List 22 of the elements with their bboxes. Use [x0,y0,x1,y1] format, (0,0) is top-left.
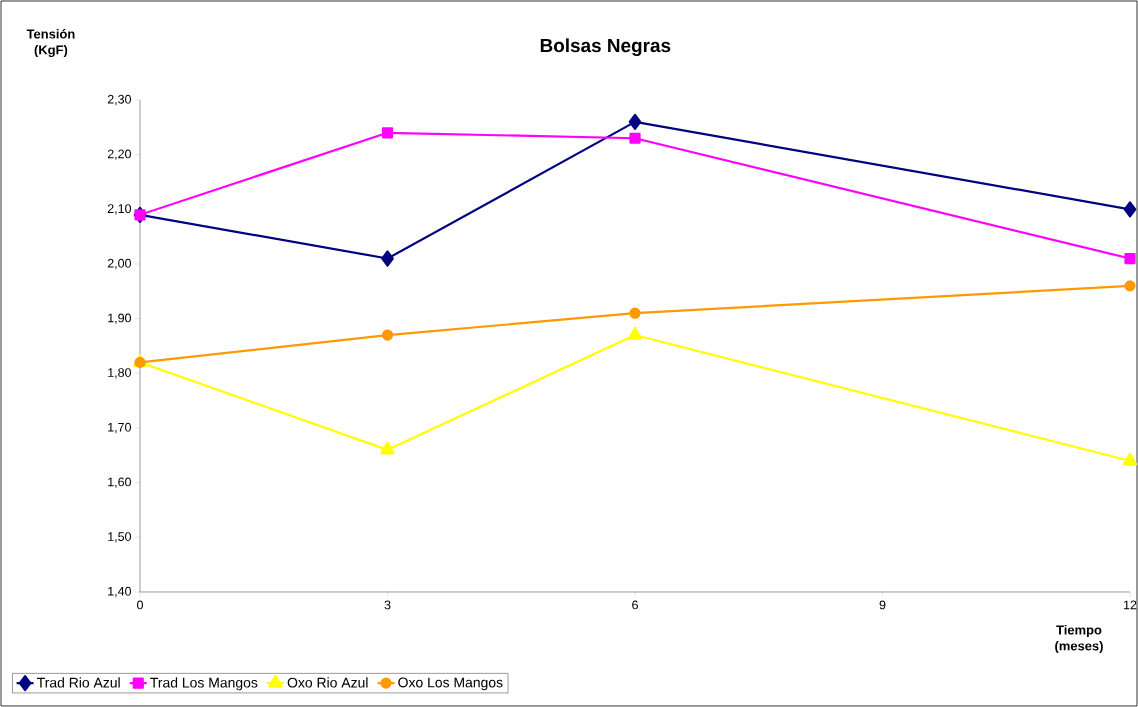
legend-label: Oxo Los Mangos [398,677,503,691]
y-tick-label: 2,10 [107,204,131,215]
y-tick-label: 1,50 [108,532,131,543]
legend-label: Oxo Rio Azul [287,677,368,688]
legend-label: Trad Los Mangos [150,677,258,691]
x-tick-label: 6 [632,600,638,610]
x-tick-label: 9 [879,600,886,610]
y-tick-label: 2,00 [107,258,131,270]
x-tick-label: 0 [137,600,143,610]
y-tick-label: 2,20 [107,149,131,160]
y-tick-label: 1,80 [108,368,131,379]
y-tick-label: 1,90 [108,313,131,324]
x-tick-label: 12 [1124,600,1137,610]
y-axis-title: Tensión (KgF) [26,28,75,58]
chart-title: Bolsas Negras [540,38,671,57]
y-tick-label: 2,30 [107,94,131,106]
y-tick-label: 1,60 [108,477,131,488]
x-tick-label: 3 [384,600,391,610]
x-axis-title: Tiempo (meses) [1055,625,1103,654]
y-tick-label: 1,40 [108,586,131,598]
legend-label: Trad Rio Azul [37,677,120,688]
y-tick-label: 1,70 [108,422,131,434]
